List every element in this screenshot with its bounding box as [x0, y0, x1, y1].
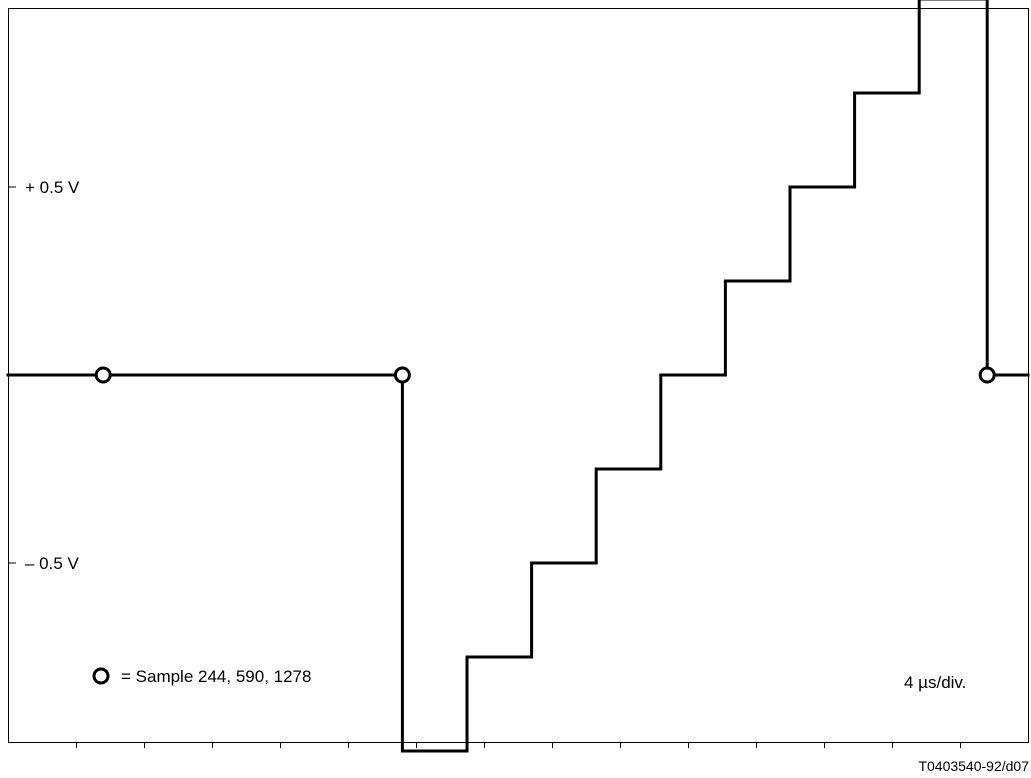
- time-scale-label: 4 µs/div.: [904, 673, 966, 692]
- figure-id: T0403540-92/d07: [918, 758, 1029, 774]
- sample-marker: [978, 366, 996, 384]
- x-axis-ticks: [76, 742, 961, 748]
- legend: = Sample 244, 590, 1278: [92, 667, 311, 686]
- y-tick-label: + 0.5 V: [25, 178, 80, 197]
- legend-marker: [92, 667, 110, 685]
- waveform-trace: [6, 0, 1030, 753]
- y-tick-label: – 0.5 V: [25, 554, 80, 573]
- sample-marker: [94, 366, 112, 384]
- trace-line: [6, 0, 1030, 753]
- sample-marker: [393, 366, 411, 384]
- sample-markers: [94, 366, 996, 384]
- legend-text: = Sample 244, 590, 1278: [121, 667, 311, 686]
- y-axis: + 0.5 V – 0.5 V: [8, 178, 80, 573]
